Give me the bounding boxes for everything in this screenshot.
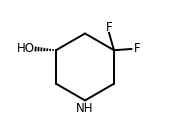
Text: NH: NH [76,102,94,115]
Text: F: F [106,21,112,34]
Text: F: F [134,43,140,55]
Text: HO: HO [17,43,35,55]
